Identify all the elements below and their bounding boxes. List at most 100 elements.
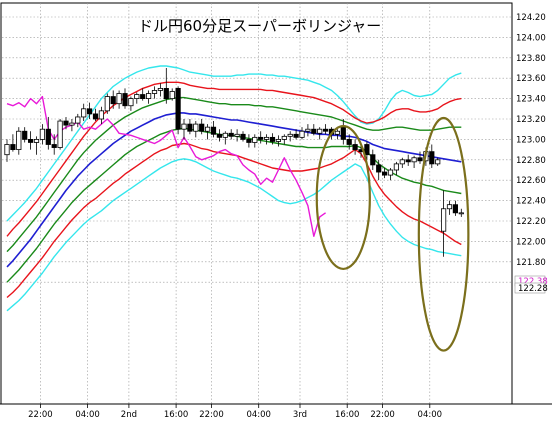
candle-body-up (411, 157, 417, 163)
y-tick-label: 123.20 (516, 115, 546, 125)
candle-body-down (322, 128, 329, 132)
y-tick-label: 124.20 (516, 13, 546, 23)
x-tick-label: 3rd (293, 410, 307, 420)
candle-body-up (252, 136, 258, 143)
candle (393, 161, 400, 176)
candle (16, 127, 22, 155)
candle (81, 103, 87, 122)
candle (322, 124, 329, 135)
lower-3sigma-line (6, 158, 462, 312)
candle (311, 124, 317, 136)
candle (405, 154, 411, 166)
candle-body-up (57, 120, 63, 148)
candle-body-down (122, 93, 128, 107)
candle-body-up (222, 132, 228, 138)
candle-body-down (269, 136, 276, 142)
plot-area (0, 2, 513, 405)
candle-body-down (187, 123, 193, 132)
candle-body-up (458, 212, 464, 215)
candle-body-down (10, 144, 16, 150)
candle (57, 119, 63, 150)
candle (258, 131, 264, 144)
candle (204, 124, 211, 140)
candle (228, 129, 234, 140)
candle-body-up (134, 94, 140, 99)
candle (151, 86, 158, 99)
previous-price-label: 122.38 (518, 277, 548, 287)
bollinger-bands (6, 65, 462, 312)
y-tick-label: 122.60 (516, 176, 546, 186)
candle-body-down (381, 171, 388, 176)
candle-body-up (299, 130, 305, 138)
candle-body-up (275, 138, 282, 142)
candle (33, 136, 40, 155)
candle-body-up (399, 159, 405, 165)
x-tick-label: 04:00 (246, 410, 271, 420)
candle-body-up (263, 136, 270, 140)
candle (346, 134, 352, 150)
candle-body-down (346, 138, 352, 145)
candle-body-up (281, 135, 287, 140)
candle-body-up (81, 108, 87, 118)
candle (87, 102, 93, 119)
candle (305, 124, 311, 137)
candle-body-down (27, 138, 34, 143)
candle (381, 167, 388, 179)
candle-body-down (216, 133, 222, 138)
candle-body-up (446, 204, 453, 210)
candle-body-down (199, 123, 205, 132)
y-axis-tick-labels: 124.20 124.00 123.80 123.60 123.40 123.20 123.… (516, 13, 546, 288)
candle-body-down (376, 164, 382, 173)
y-tick-label: 124.00 (516, 33, 546, 43)
candle (370, 149, 376, 170)
chart-title: ドル円60分足スーパーボリンジャー (138, 17, 381, 35)
candle-body-up (317, 128, 323, 134)
candle-body-down (140, 94, 146, 99)
candle (51, 134, 57, 155)
candle (63, 116, 69, 130)
x-tick-label: 04:00 (418, 410, 443, 420)
current-price-box (514, 282, 546, 294)
candle-body-up (16, 130, 22, 151)
y-tick-label: 121.80 (516, 258, 546, 268)
candle (399, 157, 405, 168)
candle-body-down (311, 128, 317, 134)
candle-body-down (45, 128, 51, 145)
x-tick-label: 22:00 (28, 410, 53, 420)
candle (334, 129, 341, 140)
y-tick-label: 122.40 (516, 197, 546, 207)
candle-body-up (193, 123, 199, 132)
candle-body-up (435, 159, 441, 165)
candle (352, 139, 358, 155)
middle-band-line (6, 112, 462, 268)
annotation-circles (315, 116, 470, 352)
y-tick-label: 123.80 (516, 54, 546, 64)
candle (429, 144, 435, 168)
candle (281, 134, 287, 145)
candle (187, 119, 193, 135)
candle-body-up (157, 88, 163, 91)
candle-body-down (352, 144, 358, 150)
candle (440, 190, 447, 257)
upper-1sigma-line (6, 96, 462, 253)
candle (140, 88, 146, 101)
current-price-label: 122.28 (518, 284, 548, 294)
candle (458, 208, 464, 217)
x-tick-label: 16:00 (335, 410, 360, 420)
candle (216, 129, 222, 142)
candle (134, 92, 140, 104)
candle-body-up (181, 123, 187, 130)
candle-body-up (305, 128, 311, 132)
y-tick-label: 123.40 (516, 95, 546, 105)
candle-body-up (128, 98, 134, 107)
candle-body-up (287, 133, 293, 137)
candle-body-down (22, 130, 28, 140)
candle (128, 96, 134, 111)
candle (263, 134, 270, 145)
candle (69, 119, 75, 132)
candle-body-up (33, 138, 40, 143)
candle (435, 157, 441, 166)
candle (92, 108, 99, 122)
candle (199, 119, 205, 135)
